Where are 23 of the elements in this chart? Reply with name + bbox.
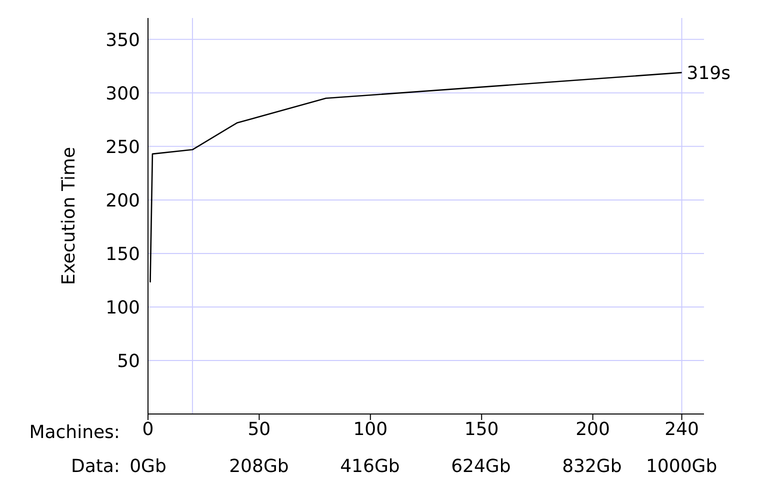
x2-axis-title: Data: — [70, 456, 120, 477]
y-tick-label: 200 — [106, 190, 140, 212]
y-tick-label: 50 — [117, 350, 140, 372]
x-tick-label: 50 — [248, 418, 271, 440]
x2-tick-label: 0Gb — [130, 456, 166, 477]
x-axis-title: Machines: — [29, 422, 120, 443]
y-tick-label: 100 — [106, 297, 140, 318]
y-tick-label: 150 — [106, 244, 140, 265]
x2-tick-label: 624Gb — [451, 456, 511, 477]
x-tick-label: 100 — [353, 418, 388, 440]
x-tick-label: 200 — [576, 418, 610, 440]
x-tick-label: 240 — [664, 418, 699, 440]
x2-tick-label: 208Gb — [229, 456, 289, 477]
y-tick-label: 250 — [106, 136, 140, 158]
x2-tick-label: 1000Gb — [646, 456, 718, 477]
y-axis-title: Execution Time — [58, 146, 80, 286]
x-tick-label: 150 — [464, 418, 499, 440]
x2-tick-label: 832Gb — [562, 456, 622, 477]
y-tick-label: 300 — [106, 83, 140, 104]
x2-tick-label: 416Gb — [340, 456, 400, 477]
x-tick-label: 0 — [142, 418, 154, 440]
y-tick-label: 350 — [106, 30, 140, 51]
annotation: 319s — [686, 62, 730, 84]
